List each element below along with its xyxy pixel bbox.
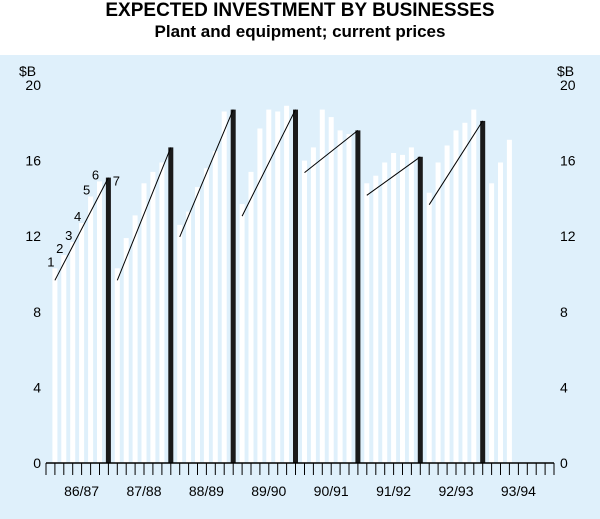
- y-tick-label-right: 8: [560, 304, 568, 320]
- expectation-bar: [408, 147, 414, 463]
- actual-bar: [417, 156, 423, 464]
- expectation-bar: [132, 215, 138, 463]
- expectation-bar: [319, 109, 325, 463]
- expectation-bar: [328, 117, 334, 463]
- expectation-bar: [382, 162, 388, 463]
- expectation-bar: [453, 130, 459, 463]
- expectation-bar: [266, 109, 272, 463]
- annotation-label: 2: [56, 241, 63, 256]
- trend-line: [428, 120, 484, 205]
- annotation-label: 5: [83, 183, 90, 198]
- trend-line: [241, 109, 296, 217]
- category-label: 89/90: [251, 483, 286, 499]
- category-label: 92/93: [438, 483, 473, 499]
- trend-line: [366, 156, 421, 196]
- expectation-bar: [150, 171, 156, 463]
- y-tick-label-right: 0: [560, 455, 568, 471]
- expectation-bar: [506, 139, 512, 464]
- expectation-bar: [310, 147, 316, 463]
- expectation-bar: [373, 175, 379, 463]
- expectation-bar: [97, 181, 102, 463]
- expectation-bar: [248, 171, 254, 463]
- expectation-bar: [141, 183, 147, 464]
- y-tick-label-right: 12: [560, 228, 576, 244]
- expectation-bar: [462, 122, 468, 464]
- actual-bar: [105, 177, 111, 463]
- category-label: 90/91: [314, 483, 349, 499]
- expectation-bar: [177, 224, 183, 463]
- annotation-label: 1: [47, 254, 54, 269]
- category-label: 87/88: [126, 483, 161, 499]
- annotation-label: 4: [74, 209, 81, 224]
- expectation-bar: [114, 268, 120, 463]
- expectation-bar: [302, 160, 307, 463]
- expectation-bar: [471, 109, 477, 463]
- expectation-bar: [426, 192, 432, 463]
- expectation-bar: [489, 183, 495, 464]
- y-tick-label-right: 16: [560, 153, 576, 169]
- y-tick-label-left: 4: [33, 379, 41, 395]
- y-tick-label-left: 0: [33, 455, 41, 471]
- expectation-bar: [70, 241, 76, 463]
- trend-line: [54, 177, 109, 281]
- annotation-label: 3: [65, 228, 72, 243]
- expectation-bar: [212, 151, 218, 463]
- category-label: 86/87: [64, 483, 99, 499]
- expectation-bar: [52, 268, 58, 463]
- expectation-bar: [337, 130, 343, 463]
- expectation-bar: [498, 162, 503, 463]
- expectation-bar: [79, 223, 85, 463]
- expectation-bar: [364, 183, 370, 464]
- expectation-bar: [195, 187, 200, 463]
- y-tick-label-left: 20: [25, 77, 41, 93]
- expectation-bar: [203, 168, 209, 463]
- annotation-label: 7: [113, 174, 120, 189]
- category-label: 88/89: [189, 483, 224, 499]
- y-unit-label-left: $B: [19, 63, 36, 79]
- expectation-bar: [186, 211, 192, 463]
- expectation-bar: [391, 153, 397, 463]
- y-unit-label-right: $B: [557, 63, 574, 79]
- expectation-bar: [221, 111, 227, 463]
- expectation-bar: [61, 255, 67, 463]
- trend-line: [179, 109, 234, 238]
- annotation-label: 6: [92, 167, 99, 182]
- actual-bar: [168, 147, 174, 463]
- expectation-bar: [239, 204, 245, 463]
- trend-line: [116, 147, 172, 281]
- actual-bar: [293, 109, 298, 463]
- trend-line: [304, 130, 359, 173]
- category-label: 93/94: [501, 483, 536, 499]
- y-tick-label-left: 12: [25, 228, 41, 244]
- y-tick-label-right: 20: [560, 77, 576, 93]
- expectation-bar: [88, 196, 94, 463]
- category-label: 91/92: [376, 483, 411, 499]
- chart-title: EXPECTED INVESTMENT BY BUSINESSES: [105, 0, 495, 21]
- expectation-bar: [444, 145, 450, 463]
- y-tick-label-left: 16: [25, 153, 41, 169]
- expectation-bar: [435, 162, 441, 463]
- chart-subtitle: Plant and equipment; current prices: [154, 22, 446, 41]
- expectation-bar: [257, 128, 263, 463]
- expectation-bar: [123, 238, 129, 463]
- actual-bar: [230, 109, 236, 463]
- expectation-bar: [159, 162, 165, 463]
- expectation-bar: [400, 154, 405, 463]
- expectation-bar: [284, 105, 290, 464]
- y-tick-label-right: 4: [560, 379, 568, 395]
- expectation-bar: [275, 111, 281, 463]
- expectation-bar: [346, 134, 352, 463]
- y-tick-label-left: 8: [33, 304, 41, 320]
- actual-bar: [355, 130, 361, 463]
- actual-bar: [480, 120, 486, 464]
